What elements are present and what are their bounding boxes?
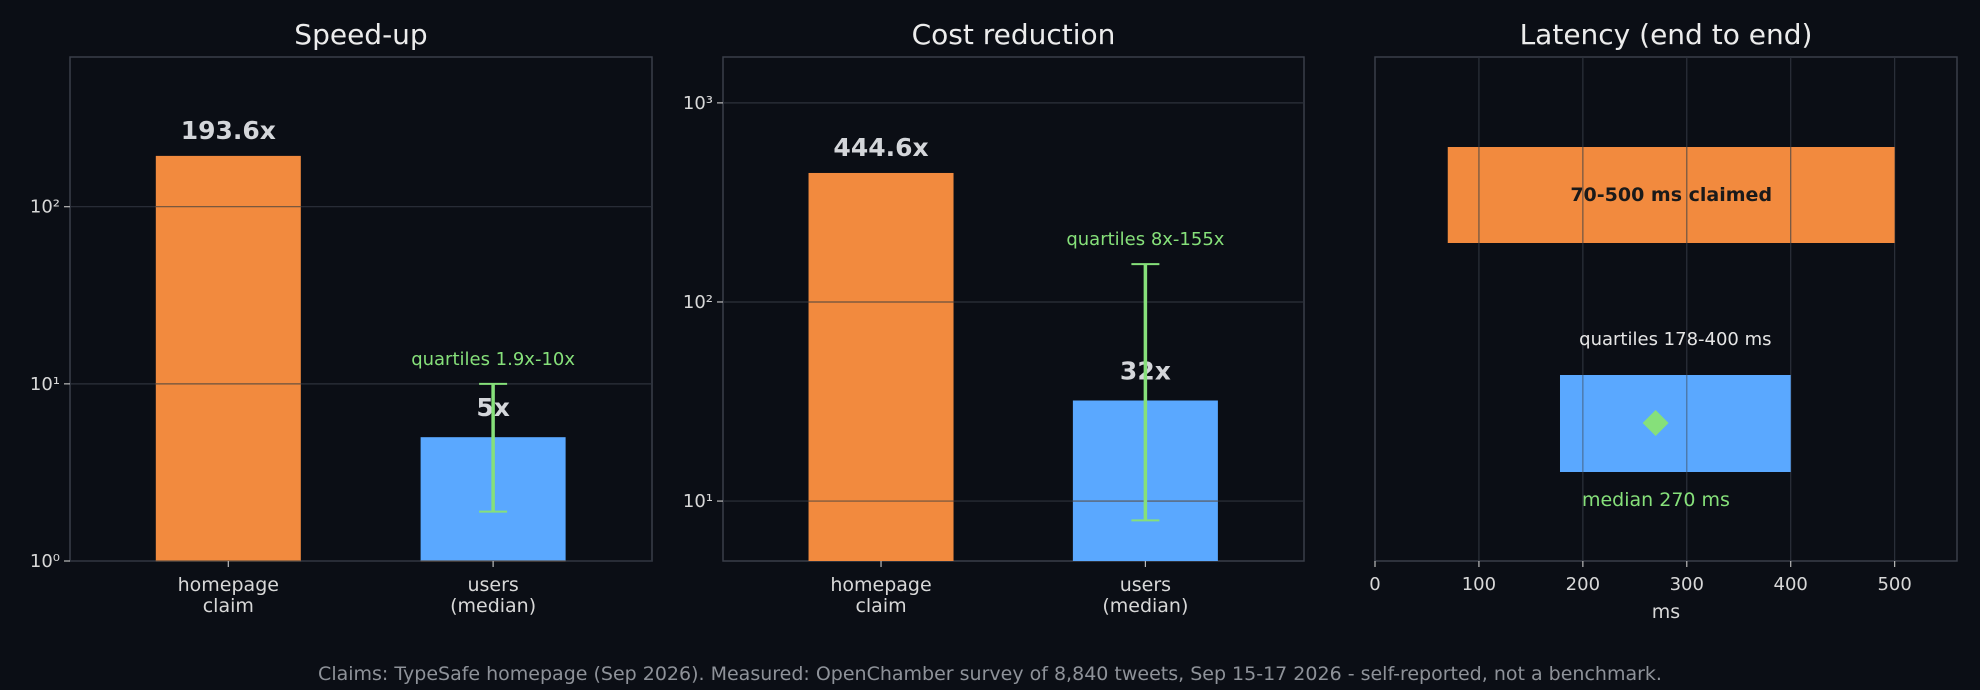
quartiles-label: quartiles 178-400 ms (1579, 329, 1771, 350)
median-marker (1642, 410, 1669, 436)
value-label: 193.6x (181, 116, 276, 145)
error-label: quartiles 1.9x-10x (411, 349, 575, 370)
x-axis-label: ms (1652, 601, 1680, 623)
error-label: quartiles 8x-155x (1066, 229, 1224, 250)
x-tick-label: 400 (1774, 574, 1808, 595)
x-tick-label: 0 (1369, 574, 1380, 595)
panel-title: Cost reduction (912, 18, 1116, 51)
category-label: homepage claim (830, 574, 931, 617)
claimed-range-bar (1447, 147, 1895, 243)
x-tick-label: 100 (1462, 574, 1496, 595)
y-tick-label: 10² (683, 292, 713, 313)
claimed-label: 70-500 ms claimed (1570, 184, 1772, 206)
bar (155, 155, 301, 561)
category-label: users (median) (450, 574, 536, 617)
category-label: users (median) (1102, 574, 1188, 617)
value-label: 444.6x (833, 133, 928, 162)
panel-title: Latency (end to end) (1520, 18, 1813, 51)
plot-frame (722, 56, 1305, 562)
y-tick-label: 10¹ (30, 374, 60, 395)
x-tick-label: 500 (1877, 574, 1911, 595)
y-tick-label: 10³ (683, 93, 713, 114)
y-tick-label: 10² (30, 197, 60, 218)
plot-frame (1374, 56, 1958, 562)
footer-note: Claims: TypeSafe homepage (Sep 2026). Me… (318, 663, 1662, 685)
bar (808, 172, 954, 561)
x-tick-label: 200 (1566, 574, 1600, 595)
x-tick-label: 300 (1670, 574, 1704, 595)
measured-range-bar (1559, 375, 1791, 472)
y-tick-label: 10⁰ (30, 551, 60, 572)
y-tick-label: 10¹ (683, 491, 713, 512)
median-label: median 270 ms (1582, 489, 1730, 511)
panel-title: Speed-up (294, 18, 427, 51)
category-label: homepage claim (178, 574, 279, 617)
